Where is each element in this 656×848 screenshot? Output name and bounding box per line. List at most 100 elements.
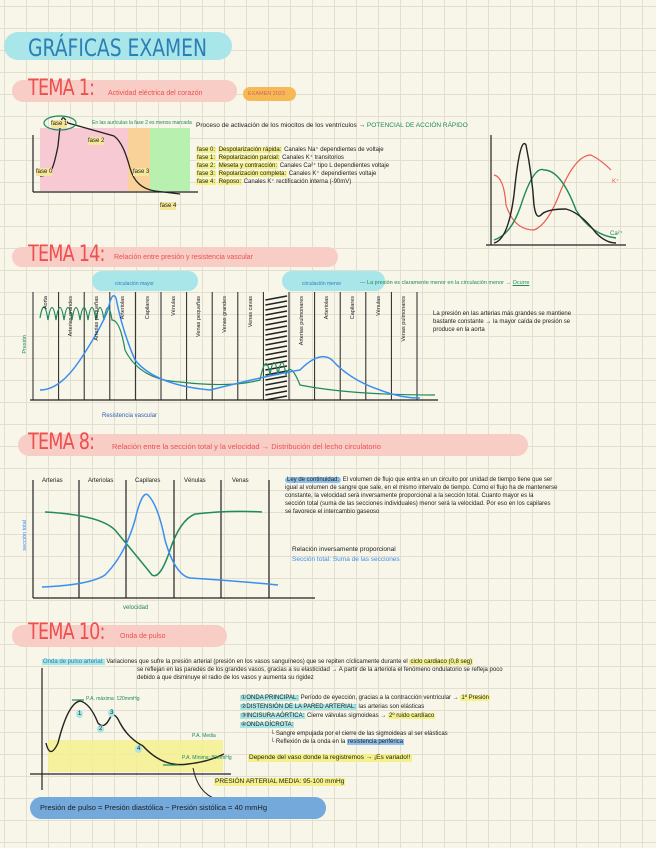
- tema1-header-bg: [12, 80, 237, 102]
- item-title: ②DISTENSIÓN DE LA PARED ARTERIAL:: [240, 704, 357, 710]
- def-line: se reflejan en las paredes de los grande…: [137, 667, 503, 673]
- note-end: Ocurre: [512, 280, 530, 286]
- description-text: Proceso de activación de los miocitos de…: [196, 122, 366, 129]
- def-line: debido a que disminuye el radio de los v…: [137, 675, 314, 681]
- phase-item: fase 0: Despolarización rápida: Canales …: [196, 146, 389, 154]
- vessel-column-label: Arteriolas: [119, 296, 126, 320]
- side-text-line: La presión en las arterias más grandes s…: [433, 311, 572, 317]
- x-axis-label: velocidad: [123, 605, 149, 611]
- pulse-wave-chart: [30, 668, 231, 800]
- tema14-subtitle: Relación entre presión y resistencia vas…: [114, 254, 253, 261]
- hatch-line: [265, 380, 288, 386]
- law-title: Ley de continuidad:: [285, 477, 342, 483]
- hatch-line: [265, 355, 288, 361]
- pa-media-label: P.A. Media: [192, 733, 216, 739]
- wave-item: ④ONDA DÍCROTA:: [240, 721, 490, 729]
- note-text: La presión es claramente menor en la cir…: [367, 280, 512, 286]
- tema10-header-bg: [12, 625, 227, 647]
- side-text-line: produce en la aorta: [433, 327, 485, 333]
- phase-title: Despolarización rápida:: [217, 147, 283, 153]
- phase-item: fase 4: Reposo: Canales K⁺ rectificación…: [196, 178, 389, 186]
- col-arterias: Arterias: [42, 478, 63, 484]
- hatch-line: [265, 370, 288, 376]
- tema14-side-text: La presión en las arterias más grandes s…: [433, 310, 571, 334]
- hatch-line: [265, 330, 288, 336]
- hatch-line: [265, 345, 288, 351]
- sub-item: └ Sangre empujada por el cierre de las s…: [270, 731, 448, 737]
- side-text-line: bastante constante → la mayor caída de p…: [433, 319, 571, 325]
- wave-item: ①ONDA PRINCIPAL: Período de eyección, gr…: [240, 694, 490, 702]
- item-title: ③INCISURA AÓRTICA:: [240, 713, 306, 719]
- phase4-zone: [150, 128, 190, 191]
- vessel-column-label: Vénulas: [375, 296, 382, 316]
- col-venulas: Vénulas: [184, 478, 206, 484]
- phase1-circle: [43, 115, 77, 131]
- phase-title: Meseta y contracción:: [217, 163, 279, 169]
- pulse-wave-definition: Onda de pulso arterial: Variaciones que …: [42, 658, 652, 682]
- vessel-column-label: Capilares: [145, 296, 152, 320]
- vessel-column-label: Arterias pequeñas: [94, 296, 100, 341]
- law-line: Ley de continuidad: El volumen de flujo …: [285, 476, 655, 484]
- item-text: las arterias son elásticas: [358, 704, 425, 710]
- phase-text: Canales K⁺ dependientes voltaje: [288, 171, 377, 177]
- law-line: sección total (suma de las secciones ind…: [285, 501, 551, 507]
- pressure-resistance-chart: [30, 292, 438, 401]
- title-pill: [4, 32, 232, 60]
- vessel-column-label: Venas pulmonares: [401, 296, 408, 342]
- hatch-line: [265, 385, 288, 391]
- phase-item: fase 1: Repolarización parcial: Canales …: [196, 154, 389, 162]
- phase-label-3: fase 3: [133, 168, 150, 176]
- na-current-curve: [493, 142, 617, 244]
- hatch-line: [265, 315, 288, 321]
- hatch-line: [265, 305, 288, 311]
- hatch-line: [265, 300, 288, 306]
- item-text: Período de eyección, gracias a la contra…: [300, 695, 459, 701]
- depends-note: Depende del vaso donde la registremos → …: [248, 754, 412, 762]
- vessel-column-label: Arterias grandes: [68, 296, 75, 337]
- col-venas: Venas: [232, 478, 249, 484]
- law-text: El volumen de flujo que entra en un circ…: [342, 477, 553, 483]
- vessel-column-label: Aorta: [42, 296, 49, 310]
- y-axis-label: Presión: [22, 335, 28, 354]
- pulse-wave-items: ①ONDA PRINCIPAL: Período de eyección, gr…: [240, 694, 490, 746]
- hatch-line: [265, 325, 288, 331]
- section-definition: Sección total: Suma de las secciones: [292, 556, 400, 563]
- hatch-line: [265, 360, 288, 366]
- vessel-column-label: Venas grandes: [222, 296, 228, 333]
- phase-list: fase 0: Despolarización rápida: Canales …: [196, 146, 389, 186]
- tema14-header-bg: [12, 247, 338, 267]
- velocity-curve: [44, 510, 263, 577]
- item-title: ①ONDA PRINCIPAL:: [240, 695, 299, 701]
- tema8-subtitle: Relación entre la sección total y la vel…: [112, 442, 381, 451]
- wave-point-3: 3: [108, 709, 116, 717]
- def-line: Onda de pulso arterial: Variaciones que …: [42, 658, 652, 666]
- pill-minor-circulation: [282, 271, 385, 291]
- vessel-column-label: Venas cavas: [247, 296, 254, 328]
- phase-title: Repolarización parcial:: [217, 155, 281, 161]
- hatch-line: [265, 375, 288, 381]
- resistance-curve: [39, 295, 421, 399]
- mean-arterial-pressure: PRESIÓN ARTERIAL MEDIA: 95-100 mmHg: [214, 778, 346, 786]
- pulse-wave-curve: [45, 700, 225, 766]
- continuity-law: Ley de continuidad: El volumen de flujo …: [285, 476, 655, 516]
- phase-text: Canales Na⁺ dependientes de voltaje: [284, 147, 384, 153]
- tema10-heading: TEMA 10:: [28, 620, 105, 645]
- section-velocity-chart: [32, 480, 315, 599]
- pa-min-label: P.A. Mínima: 80mmHg: [182, 755, 232, 761]
- tema8-heading: TEMA 8:: [28, 430, 95, 455]
- sub-item: └ Reflexión de la onda en la resistencia…: [270, 739, 405, 745]
- tema8-header-bg: [18, 434, 528, 456]
- law-line: constante, la velocidad será inversament…: [285, 493, 534, 499]
- k-current-curve: [493, 154, 612, 231]
- atria-note: En las aurículas la fase 2 es menos marc…: [92, 120, 192, 126]
- y-axis-label: sección total: [22, 520, 28, 551]
- phase-item: fase 3: Repolarización completa: Canales…: [196, 170, 389, 178]
- cardiac-cycle: ciclo cardiaco (0,8 seg): [409, 659, 474, 665]
- minor-circulation-label: circulación menor: [302, 281, 342, 287]
- pulse-pressure-pill: [30, 797, 326, 819]
- hatch-line: [265, 310, 288, 316]
- phase-label: fase 0:: [196, 147, 217, 153]
- wave-point-4: 4: [135, 745, 143, 753]
- pulse-pressure-text: Presión de pulso = Presión diastólica − …: [40, 803, 267, 812]
- ion-currents-chart: [486, 135, 626, 246]
